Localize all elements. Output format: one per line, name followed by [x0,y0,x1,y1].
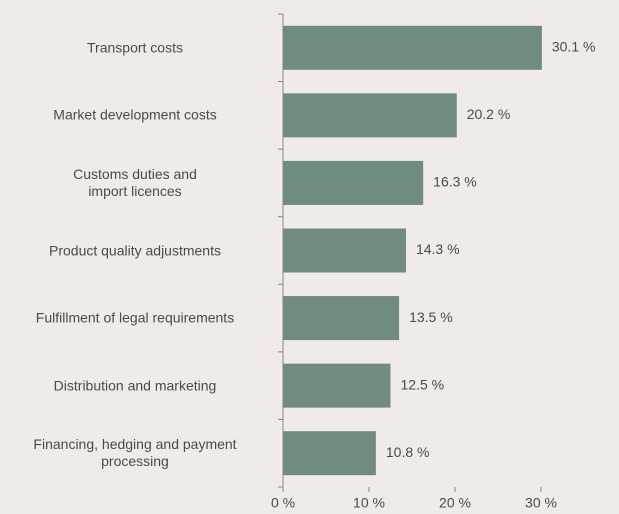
category-label: Customs duties and import licences [73,165,197,199]
x-tick-label: 30 % [525,495,557,511]
bar [283,160,424,205]
bar [283,228,406,273]
category-label: Market development costs [53,106,217,123]
bar [283,363,391,408]
bar [283,296,400,341]
category-label: Transport costs [87,39,183,56]
category-label: Distribution and marketing [53,377,217,394]
bar [283,25,542,70]
value-label: 20.2 % [467,106,511,122]
category-label: Product quality adjustments [49,242,221,258]
x-tick-label: 10 % [353,495,385,511]
x-tick-label: 0 % [271,495,295,511]
bar [283,431,376,476]
value-label: 14.3 % [416,241,460,257]
value-label: 10.8 % [386,444,430,460]
x-tick-label: 20 % [439,495,471,511]
category-label: Fulfillment of legal requirements [35,309,235,326]
bar [283,93,457,138]
value-label: 12.5 % [401,376,445,392]
category-label: Financing, hedging and payment processin… [33,436,237,470]
value-label: 16.3 % [433,174,477,190]
value-label: 30.1 % [552,38,596,54]
value-label: 13.5 % [409,309,453,325]
